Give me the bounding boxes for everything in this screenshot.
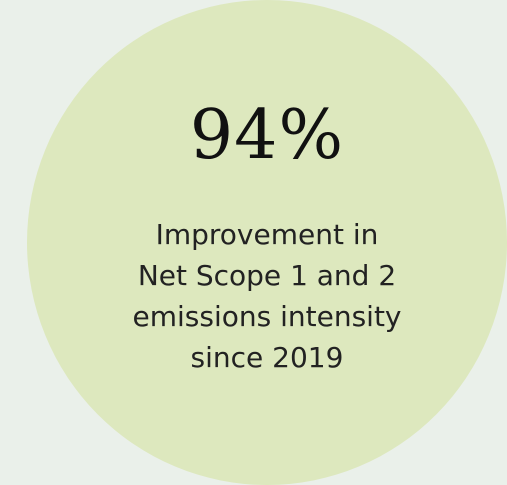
stat-caption-line: Improvement in (155, 218, 379, 251)
stat-caption: Improvement in Net Scope 1 and 2 emissio… (27, 214, 507, 378)
stat-circle (27, 0, 507, 485)
stat-caption-line: since 2019 (190, 341, 344, 374)
stat-caption-line: Net Scope 1 and 2 (137, 259, 397, 292)
stat-caption-line: emissions intensity (132, 300, 402, 333)
stat-value: 94% (189, 96, 345, 175)
